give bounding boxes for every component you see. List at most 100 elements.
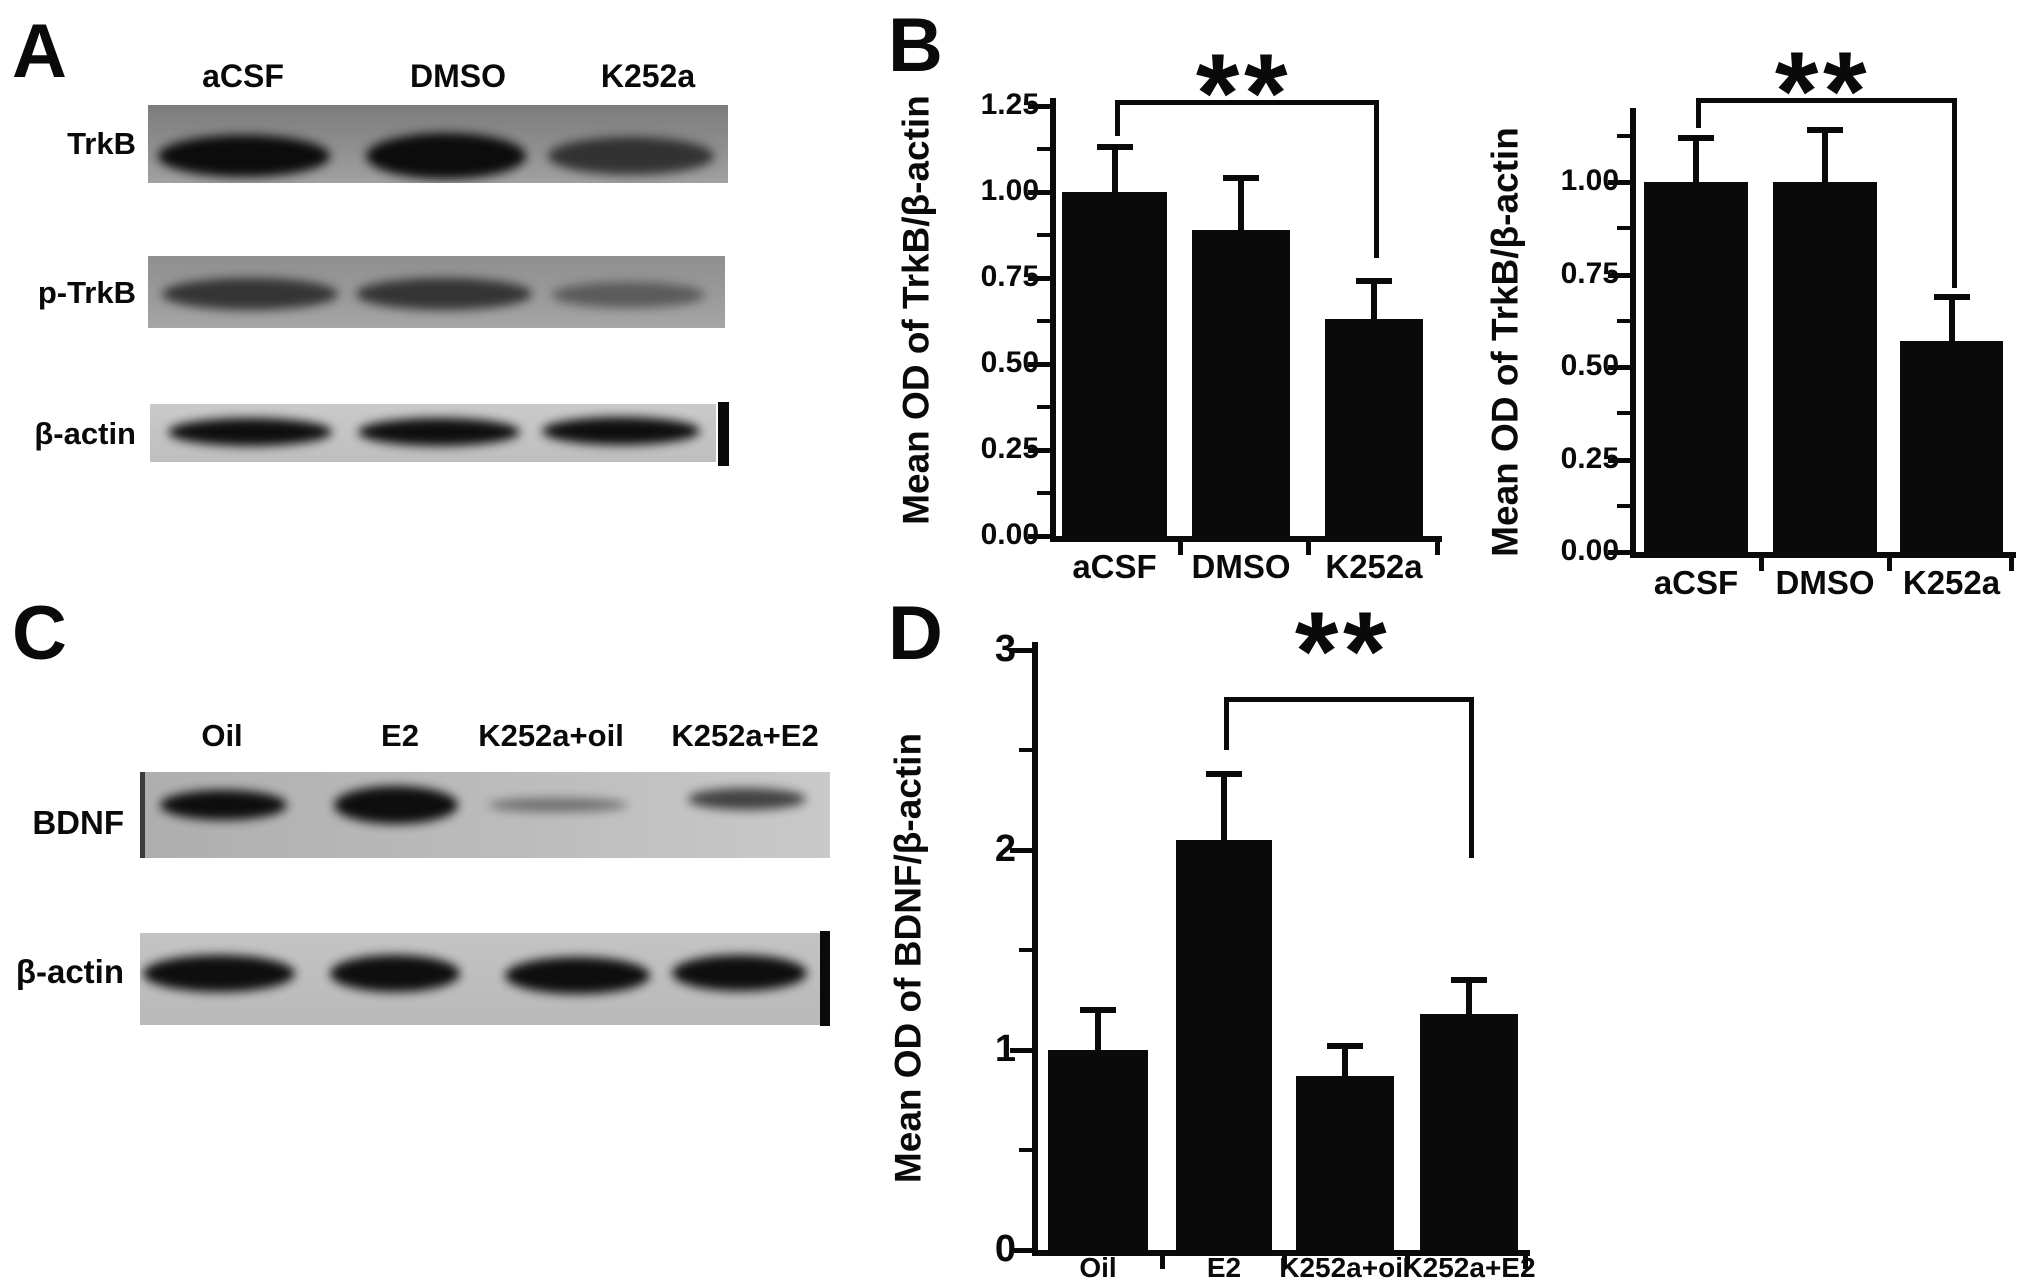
- blot-band-aCSF: [158, 135, 330, 177]
- panel-b-right-y-minor-tick: [1617, 226, 1630, 231]
- panel-b-left-y-tick: [1028, 190, 1050, 195]
- panel-d-errorbar-cap-K252a+E2: [1451, 977, 1487, 983]
- panel-a-lane-label-acsf: aCSF: [202, 58, 284, 94]
- blot-strip-β-actin: [150, 404, 716, 462]
- panel-d-x-tick-label-Oil: Oil: [1079, 1252, 1117, 1283]
- panel-b-left-sig-bracket-top: [1114, 100, 1379, 105]
- panel-b-left-y-tick-label: 1.25: [980, 88, 1039, 122]
- panel-b-right-x-axis: [1630, 552, 2016, 558]
- panel-d-sig-bracket-left: [1224, 697, 1229, 750]
- panel-b-left-sig-bracket-right: [1374, 100, 1379, 258]
- panel-d-y-tick-label: 0: [994, 1228, 1016, 1271]
- blot-band-K252a: [552, 282, 705, 308]
- panel-d-errorbar-stem-K252a+E2: [1466, 980, 1472, 1014]
- panel-b-right-x-tick-label-aCSF: aCSF: [1653, 564, 1739, 601]
- d-y-axis-title: Mean OD of BDNF/β-actin: [887, 732, 929, 1184]
- panel-b-left-x-tick: [1177, 542, 1183, 555]
- panel-b-right-errorbar-cap-aCSF: [1678, 134, 1714, 141]
- panel-b-right-bar-DMSO: [1773, 182, 1877, 552]
- blot-band-K252a+oil: [505, 957, 650, 994]
- panel-b-right-y-tick-label: 0.75: [1560, 256, 1619, 290]
- panel-b-right-y-minor-tick: [1617, 318, 1630, 323]
- panel-d-x-tick-label-E2: E2: [1206, 1252, 1242, 1283]
- panel-c-lane-label-k252a-oil: K252a+oil: [478, 718, 624, 753]
- panel-b-left-x-axis: [1050, 536, 1442, 542]
- panel-b-right-y-tick-label: 0.50: [1560, 349, 1619, 383]
- panel-d-x-tick-end: [1523, 1256, 1528, 1269]
- panel-c-label: C: [12, 591, 67, 676]
- panel-c-row-label-beta-actin: β-actin: [15, 953, 124, 990]
- panel-b-right-y-minor-tick: [1617, 411, 1630, 416]
- panel-d-y-minor-tick: [1019, 948, 1032, 952]
- panel-d-y-tick-label: 2: [994, 828, 1016, 871]
- panel-b-left-y-tick-label: 0.75: [980, 260, 1039, 294]
- panel-b-right-y-tick: [1608, 457, 1630, 463]
- panel-b-right-y-tick-label: 0.25: [1560, 441, 1619, 475]
- panel-b-left-bar-DMSO: [1192, 229, 1290, 536]
- panel-d-label: D: [888, 591, 943, 676]
- panel-d-x-tick-label-K252a+oil: K252a+oil: [1279, 1252, 1411, 1283]
- panel-d-x-tick: [1282, 1256, 1287, 1269]
- blot-band-K252a+E2: [672, 955, 807, 991]
- panel-b-right-y-tick: [1608, 365, 1630, 370]
- panel-a-row-label-beta-actin: β-actin: [34, 416, 136, 451]
- panel-b-left-errorbar-cap-aCSF: [1096, 144, 1133, 151]
- panel-d-y-axis: [1032, 642, 1038, 1256]
- panel-b-left-y-minor-tick: [1037, 233, 1050, 237]
- panel-b-right-errorbar-stem-DMSO: [1822, 130, 1828, 182]
- blot-frame-line-right-c: [820, 931, 830, 1026]
- blot-band-DMSO: [356, 278, 532, 310]
- panel-b-left-y-minor-tick: [1037, 319, 1050, 323]
- panel-c-row-label-bdnf: BDNF: [32, 804, 124, 841]
- panel-d-y-tick: [1010, 648, 1032, 653]
- panel-b-left-y-tick-label: 0.00: [980, 518, 1039, 552]
- panel-d-bar-E2: [1176, 840, 1272, 1250]
- panel-d-bar-K252a+E2: [1420, 1014, 1518, 1250]
- panel-b-left-y-tick: [1028, 104, 1050, 109]
- panel-b-left-errorbar-cap-DMSO: [1223, 175, 1259, 182]
- panel-c-lane-label-k252a-e2: K252a+E2: [671, 718, 819, 753]
- panel-b-label: B: [888, 3, 943, 88]
- blot-strip-TrkB: [148, 105, 728, 183]
- blot-band-aCSF: [168, 418, 332, 446]
- blot-band-DMSO: [366, 133, 526, 179]
- blot-band-E2: [330, 955, 460, 992]
- panel-b-left-y-minor-tick: [1037, 147, 1050, 151]
- panel-b-left-y-tick: [1028, 276, 1050, 281]
- panel-d-y-tick: [1010, 848, 1032, 853]
- panel-b-left-x-tick: [1305, 542, 1311, 555]
- panel-b-left-errorbar-cap-K252a: [1356, 278, 1392, 285]
- panel-b-right-y-tick: [1608, 272, 1630, 278]
- panel-a-row-label-trkb: TrkB: [67, 126, 136, 161]
- blot-band-K252a: [548, 137, 714, 175]
- panel-d-x-tick: [1160, 1256, 1165, 1269]
- panel-b-left-bar-aCSF: [1062, 192, 1167, 536]
- panel-a-lane-label-k252a: K252a: [600, 58, 696, 94]
- panel-b-left-y-minor-tick: [1037, 491, 1050, 495]
- panel-d-bar-Oil: [1048, 1050, 1148, 1250]
- blot-band-Oil: [143, 955, 295, 992]
- panel-b-right-errorbar-stem-aCSF: [1693, 137, 1699, 182]
- panel-b-right-y-tick: [1608, 550, 1630, 555]
- blot-band-K252a+E2: [688, 788, 806, 810]
- panel-c-lane-label-e2: E2: [381, 718, 419, 753]
- panel-b-right-errorbar-stem-K252a: [1948, 296, 1955, 342]
- b-left-significance-stars: **: [1195, 31, 1293, 156]
- panel-b-right-y-minor-tick: [1617, 503, 1630, 508]
- blot-strip-BDNF: [140, 772, 830, 858]
- panel-b-right-x-tick-label-K252a: K252a: [1902, 564, 2001, 601]
- panel-d-errorbar-stem-E2: [1221, 774, 1227, 840]
- d-significance-stars: **: [1294, 589, 1392, 714]
- panel-d-x-tick: [1405, 1256, 1410, 1269]
- panel-b-left-x-tick-label-K252a: K252a: [1325, 548, 1423, 585]
- panel-b-right-bar-K252a: [1900, 341, 2003, 552]
- blot-frame-line-right-a: [718, 402, 729, 466]
- panel-b-right-errorbar-cap-DMSO: [1807, 127, 1843, 134]
- panel-d-y-tick: [1010, 1248, 1032, 1253]
- panel-a-label: A: [12, 9, 67, 94]
- panel-b-right-x-tick: [1758, 558, 1764, 571]
- panel-b-right-x-tick: [1886, 558, 1892, 571]
- panel-d-y-tick-label: 3: [994, 628, 1016, 671]
- panel-b-right-y-tick-label: 0.00: [1560, 534, 1619, 568]
